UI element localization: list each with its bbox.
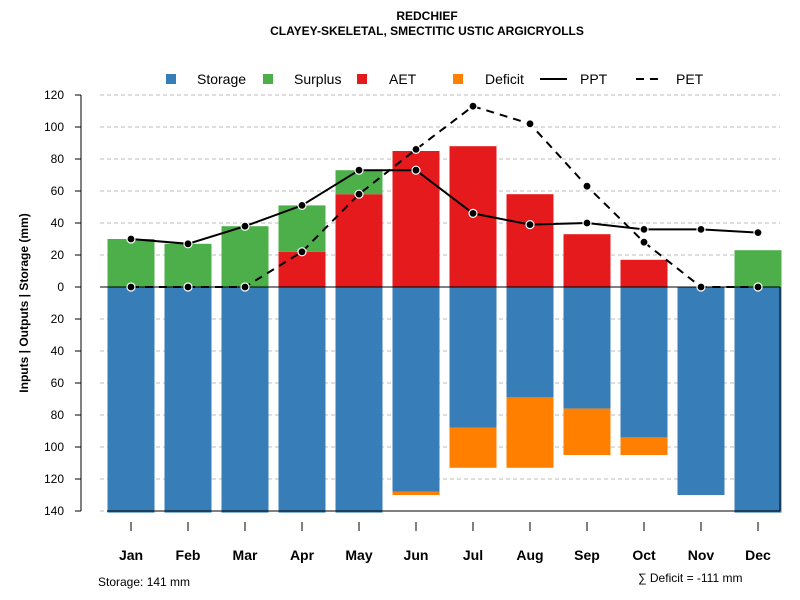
bar-storage-oct <box>620 287 668 438</box>
bar-deficit-jun <box>392 491 440 495</box>
bar-aet-apr <box>278 251 326 287</box>
point-ppt-aug <box>525 220 535 230</box>
series-lines <box>126 101 763 292</box>
bar-storage-sep <box>563 287 611 409</box>
bar-deficit-oct <box>620 437 668 455</box>
point-pet-apr <box>297 247 307 257</box>
point-ppt-may <box>354 165 364 175</box>
bar-aet-sep <box>563 234 611 287</box>
y-tick-label: 120 <box>44 88 64 102</box>
x-tick-label-nov: Nov <box>688 547 715 563</box>
x-tick-label-jul: Jul <box>463 547 483 563</box>
point-ppt-dec <box>753 228 763 238</box>
bar-storage-aug <box>506 287 554 398</box>
chart-title: REDCHIEF <box>396 9 457 23</box>
bar-storage-nov <box>677 287 725 495</box>
x-axis: Jan Feb Mar Apr May Jun Jul Aug Sep Oct Nov Dec <box>119 522 771 563</box>
bar-deficit-aug <box>506 397 554 468</box>
y-tick-label: 40 <box>51 216 65 230</box>
point-pet-jul <box>468 101 478 111</box>
legend-label-surplus: Surplus <box>294 71 341 87</box>
y-tick-label: 100 <box>44 120 64 134</box>
point-ppt-apr <box>297 200 307 210</box>
y-tick-label: 120 <box>44 472 64 486</box>
deficit-total-annotation: ∑ Deficit = -111 mm <box>638 571 742 585</box>
y-tick-label: 80 <box>51 152 65 166</box>
point-ppt-sep <box>582 218 592 228</box>
x-tick-label-dec: Dec <box>745 547 771 563</box>
point-ppt-mar <box>240 221 250 231</box>
bar-surplus-dec <box>734 250 782 287</box>
line-ppt <box>130 169 759 245</box>
bar-storage-jan <box>107 287 155 513</box>
point-pet-feb <box>183 282 193 292</box>
y-tick-label: 40 <box>51 344 65 358</box>
bars <box>107 146 782 513</box>
bar-deficit-jul <box>449 427 497 468</box>
legend-label-ppt: PPT <box>580 71 608 87</box>
legend-label-aet: AET <box>389 71 417 87</box>
bar-storage-may <box>335 287 383 513</box>
point-ppt-jun <box>411 165 421 175</box>
point-ppt-nov <box>696 224 706 234</box>
bar-surplus-jan <box>107 239 155 287</box>
bar-storage-jun <box>392 287 440 492</box>
legend-label-pet: PET <box>676 71 704 87</box>
bar-deficit-sep <box>563 408 611 455</box>
bar-aet-oct <box>620 259 668 287</box>
x-tick-label-jan: Jan <box>119 547 143 563</box>
legend-swatch-surplus <box>263 74 273 84</box>
point-ppt-feb <box>183 239 193 249</box>
point-ppt-oct <box>639 224 649 234</box>
line-pet <box>131 105 758 288</box>
legend-swatch-deficit <box>453 74 463 84</box>
point-pet-aug <box>525 119 535 129</box>
point-ppt-jul <box>468 208 478 218</box>
y-tick-label: 140 <box>44 504 64 518</box>
y-axis: 120 100 80 60 40 20 0 20 40 60 80 100 120 140 <box>44 88 82 518</box>
legend-swatch-aet <box>357 74 367 84</box>
point-pet-may <box>354 189 364 199</box>
x-tick-label-feb: Feb <box>176 547 201 563</box>
y-tick-label: 100 <box>44 440 64 454</box>
bar-aet-may <box>335 194 383 287</box>
y-tick-label: 80 <box>51 408 65 422</box>
y-tick-label: 20 <box>51 312 65 326</box>
legend-label-deficit: Deficit <box>485 71 524 87</box>
legend-swatch-storage <box>166 74 176 84</box>
point-pet-dec <box>753 282 763 292</box>
bar-surplus-feb <box>164 243 212 287</box>
bar-aet-aug <box>506 194 554 287</box>
point-pet-jan <box>126 282 136 292</box>
point-pet-nov <box>696 282 706 292</box>
point-pet-oct <box>639 237 649 247</box>
x-tick-label-aug: Aug <box>516 547 543 563</box>
point-pet-mar <box>240 282 250 292</box>
bar-storage-mar <box>221 287 269 513</box>
x-tick-label-oct: Oct <box>632 547 656 563</box>
point-pet-sep <box>582 181 592 191</box>
y-tick-label: 60 <box>51 184 65 198</box>
point-pet-jun <box>411 144 421 154</box>
x-tick-label-sep: Sep <box>574 547 600 563</box>
storage-total-annotation: Storage: 141 mm <box>98 575 190 589</box>
x-tick-label-may: May <box>345 547 372 563</box>
chart-subtitle: CLAYEY-SKELETAL, SMECTITIC USTIC ARGICRY… <box>270 24 584 38</box>
x-tick-label-apr: Apr <box>290 547 315 563</box>
y-tick-label: 60 <box>51 376 65 390</box>
bar-storage-feb <box>164 287 212 513</box>
bar-storage-jul <box>449 287 497 428</box>
bar-surplus-apr <box>278 205 326 252</box>
bar-storage-apr <box>278 287 326 513</box>
x-tick-label-mar: Mar <box>233 547 258 563</box>
x-tick-label-jun: Jun <box>404 547 429 563</box>
bar-storage-dec <box>734 287 782 513</box>
legend: Storage Surplus AET Deficit PPT PET <box>166 71 704 87</box>
point-ppt-jan <box>126 234 136 244</box>
y-axis-label: Inputs | Outputs | Storage (mm) <box>17 213 31 392</box>
y-tick-label: 20 <box>51 248 65 262</box>
y-tick-label: 0 <box>57 280 64 294</box>
legend-label-storage: Storage <box>197 71 246 87</box>
